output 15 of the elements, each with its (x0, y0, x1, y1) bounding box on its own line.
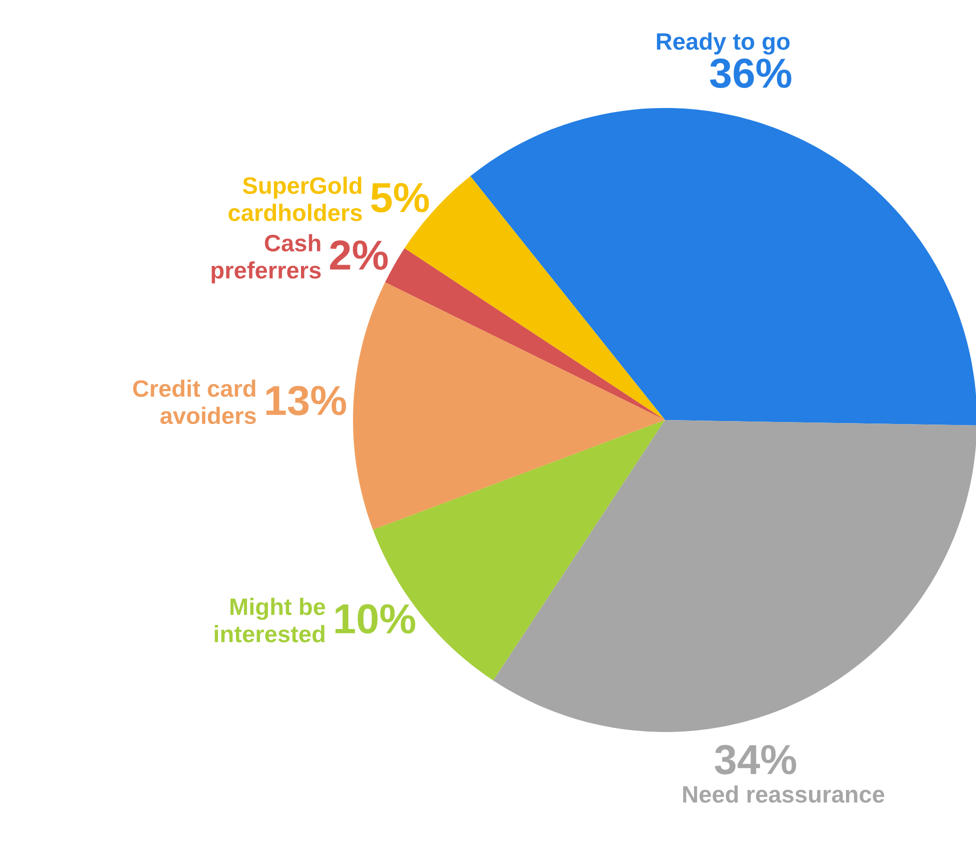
slice-label: Might be interested (214, 598, 326, 642)
data-label: 2% (330, 240, 388, 270)
slice-label: Ready to go (656, 32, 790, 55)
pie-slice (470, 108, 976, 426)
data-label: 36% (710, 58, 792, 88)
pie-slice (493, 420, 976, 732)
data-label: 10% (336, 604, 416, 634)
data-label: 13% (266, 386, 346, 416)
data-label: 5% (371, 182, 429, 212)
slice-label: Cash preferrers (212, 234, 321, 284)
slice-label: SuperGold cardholders (228, 176, 362, 222)
slice-label: Credit card avoiders (133, 380, 256, 424)
slice-label: Need reassurance (683, 785, 884, 803)
pie-slice (353, 282, 665, 530)
data-label: 34% (714, 744, 796, 774)
